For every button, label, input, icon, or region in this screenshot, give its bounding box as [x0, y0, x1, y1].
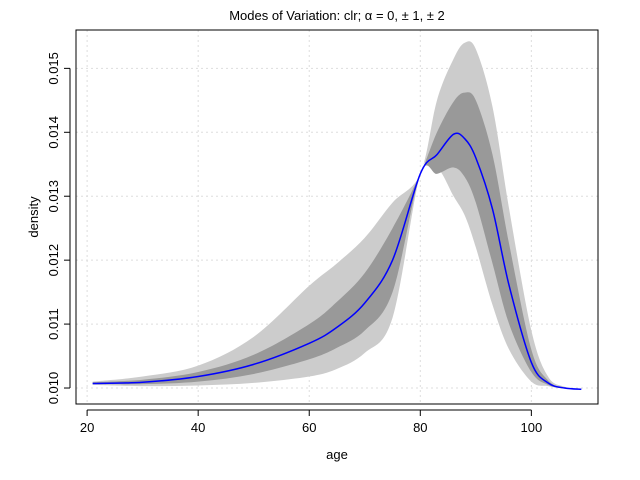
y-tick-label: 0.011 — [46, 308, 61, 340]
mean-curve — [92, 132, 582, 391]
x-tick-label: 80 — [413, 420, 427, 435]
y-tick-label: 0.015 — [46, 52, 61, 85]
x-tick-label: 100 — [521, 420, 543, 435]
x-tick-label: 20 — [80, 420, 94, 435]
y-tick-label: 0.010 — [46, 372, 61, 405]
y-axis: 0.010 0.011 0.012 0.013 0.014 0.015 — [46, 52, 71, 405]
inner-band-alpha-1 — [92, 92, 582, 390]
x-axis: 20 40 60 80 100 — [80, 409, 543, 435]
plot-frame — [75, 29, 599, 405]
x-axis-label: age — [326, 447, 348, 462]
variation-bands — [92, 41, 582, 390]
y-tick-label: 0.013 — [46, 180, 61, 213]
x-tick-label: 60 — [302, 420, 316, 435]
x-tick-label: 40 — [191, 420, 205, 435]
y-tick-label: 0.012 — [46, 244, 61, 277]
y-axis-label: density — [26, 196, 41, 238]
y-tick-label: 0.014 — [46, 116, 61, 149]
chart-title: Modes of Variation: clr; α = 0, ± 1, ± 2 — [229, 8, 445, 23]
